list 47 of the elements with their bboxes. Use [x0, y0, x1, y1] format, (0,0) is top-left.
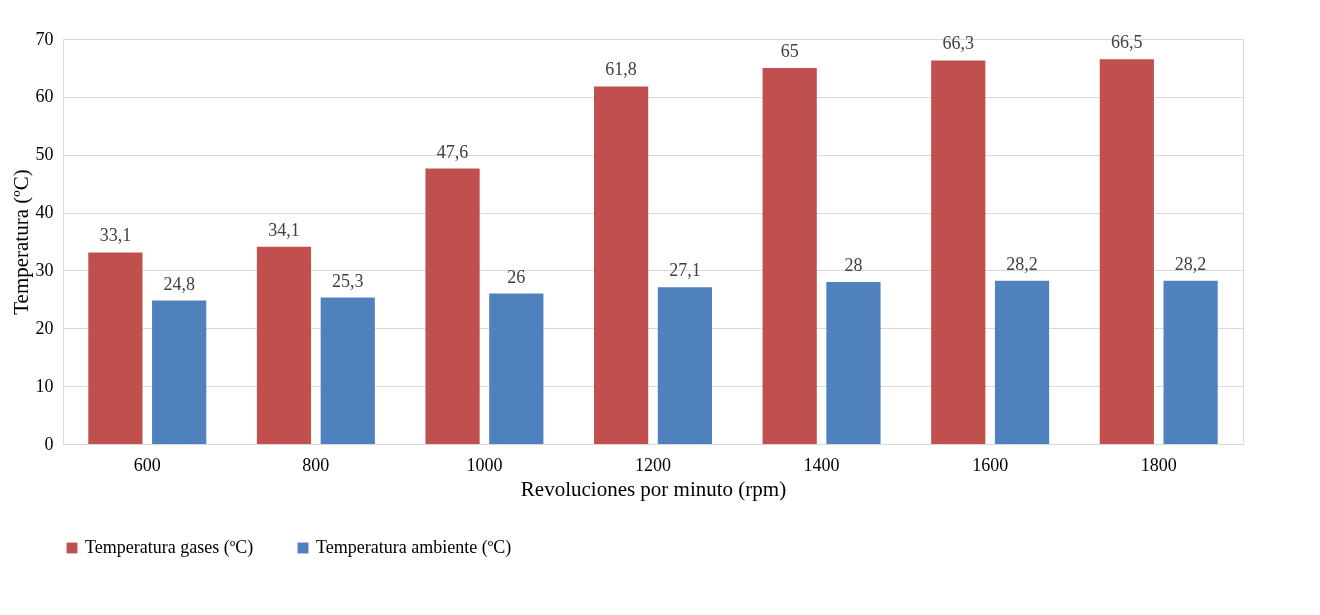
bar [594, 86, 649, 444]
data-label: 66,5 [1111, 32, 1143, 53]
y-tick-label: 10 [35, 375, 54, 396]
data-label: 26 [507, 266, 526, 287]
y-tick-label: 60 [35, 86, 54, 107]
bar [1163, 280, 1218, 444]
bar [425, 168, 480, 444]
data-label: 61,8 [605, 59, 637, 80]
bar [826, 282, 881, 444]
data-label: 65 [780, 40, 799, 61]
x-tick-label: 1800 [1140, 454, 1177, 475]
data-label: 66,3 [942, 33, 974, 54]
y-tick-label: 40 [35, 202, 54, 223]
data-label: 28 [844, 255, 863, 275]
bar [152, 300, 207, 444]
bar [256, 246, 312, 444]
x-tick-label: 800 [302, 454, 330, 475]
data-label: 25,3 [332, 270, 364, 291]
y-tick-label: 70 [35, 28, 54, 49]
y-tick-label: 0 [44, 433, 54, 454]
x-tick-label: 1600 [972, 454, 1009, 475]
data-label: 28,2 [1174, 253, 1207, 274]
legend-label: Temperatura ambiente (ºC) [316, 537, 512, 558]
bar [994, 280, 1050, 444]
data-label: 27,1 [669, 260, 701, 281]
data-label: 33,1 [99, 225, 132, 246]
y-axis-title: Temperatura (ºC) [8, 169, 33, 315]
y-tick-label: 50 [35, 144, 54, 165]
bar [931, 60, 986, 444]
legend-label: Temperatura gases (ºC) [85, 537, 254, 558]
bar [88, 252, 143, 444]
data-label: 28,2 [1006, 253, 1038, 274]
y-tick-label: 30 [35, 259, 54, 280]
x-tick-label: 600 [133, 454, 161, 475]
x-tick-label: 1000 [466, 454, 503, 475]
y-tick-label: 20 [35, 317, 54, 338]
bar [762, 67, 817, 444]
bar [1099, 59, 1154, 444]
data-label: 24,8 [163, 273, 195, 294]
data-label: 47,6 [436, 141, 469, 162]
bar [320, 297, 375, 444]
x-axis-title: Revoluciones por minuto (rpm) [520, 476, 787, 501]
bar [657, 287, 712, 444]
x-tick-label: 1400 [803, 454, 840, 475]
bar [489, 293, 544, 444]
data-label: 34,1 [268, 219, 300, 240]
x-tick-label: 1200 [635, 454, 671, 475]
